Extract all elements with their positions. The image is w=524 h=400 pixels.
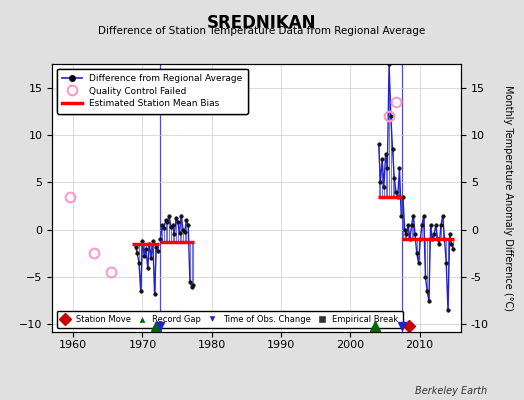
Text: Difference of Station Temperature Data from Regional Average: Difference of Station Temperature Data f… bbox=[99, 26, 425, 36]
Y-axis label: Monthly Temperature Anomaly Difference (°C): Monthly Temperature Anomaly Difference (… bbox=[503, 85, 512, 311]
Text: Berkeley Earth: Berkeley Earth bbox=[415, 386, 487, 396]
Legend: Difference from Regional Average, Quality Control Failed, Estimated Station Mean: Difference from Regional Average, Qualit… bbox=[57, 68, 248, 114]
Text: SREDNIKAN: SREDNIKAN bbox=[208, 14, 316, 32]
